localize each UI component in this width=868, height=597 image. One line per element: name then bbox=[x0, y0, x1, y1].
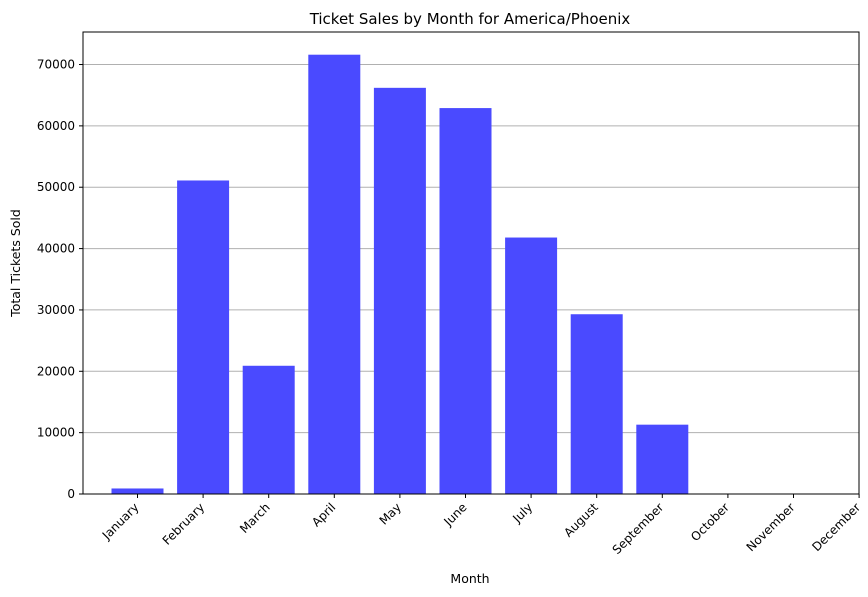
bar-march bbox=[242, 365, 295, 494]
x-tick-label: June bbox=[441, 500, 470, 529]
x-axis: January February March April May June July Augu… bbox=[99, 494, 863, 557]
x-axis-label: Month bbox=[450, 571, 489, 586]
bar-may bbox=[373, 87, 426, 494]
y-tick-label: 70000 bbox=[37, 58, 75, 72]
y-axis-label: Total Tickets Sold bbox=[8, 209, 23, 318]
bar-july bbox=[505, 237, 558, 494]
y-tick-label: 10000 bbox=[37, 426, 75, 440]
x-tick-label: January bbox=[99, 500, 142, 543]
x-tick-label: November bbox=[744, 500, 798, 554]
bar-january bbox=[111, 488, 164, 494]
y-tick-label: 40000 bbox=[37, 242, 75, 256]
x-tick-label: September bbox=[610, 500, 667, 557]
y-tick-label: 50000 bbox=[37, 180, 75, 194]
bar-february bbox=[177, 180, 230, 494]
y-tick-label: 60000 bbox=[37, 119, 75, 133]
x-tick-label: March bbox=[237, 500, 273, 536]
y-axis: 0 10000 20000 30000 40000 50000 60000 70000 bbox=[37, 58, 83, 501]
x-tick-label: February bbox=[160, 500, 208, 548]
y-tick-label: 20000 bbox=[37, 364, 75, 378]
y-tick-label: 30000 bbox=[37, 303, 75, 317]
plot-frame bbox=[82, 31, 860, 495]
bar-april bbox=[308, 54, 361, 494]
bar-september bbox=[636, 424, 689, 494]
x-tick-label: August bbox=[561, 500, 601, 540]
bars-layer bbox=[111, 54, 689, 494]
chart-title: Ticket Sales by Month for America/Phoeni… bbox=[309, 10, 631, 28]
x-tick-label: October bbox=[688, 500, 732, 544]
x-tick-label: April bbox=[309, 500, 338, 529]
x-tick-label: July bbox=[509, 500, 535, 526]
x-tick-label: December bbox=[809, 500, 863, 554]
bar-june bbox=[439, 108, 492, 494]
y-tick-label: 0 bbox=[67, 487, 75, 501]
bar-august bbox=[570, 314, 623, 494]
x-tick-label: May bbox=[377, 500, 404, 527]
